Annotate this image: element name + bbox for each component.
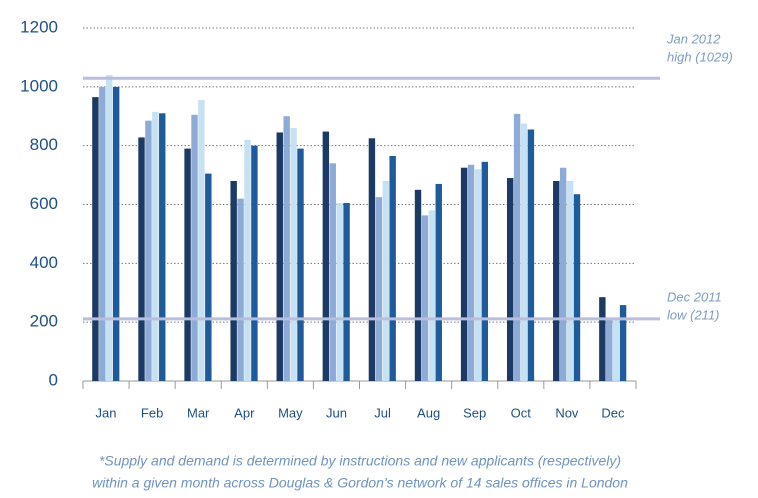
bar <box>112 86 120 381</box>
x-tick-label: Aug <box>417 405 440 420</box>
bar <box>198 100 205 381</box>
bar <box>606 318 613 381</box>
bar <box>553 180 560 381</box>
x-tick-label: Dec <box>601 405 625 420</box>
bar <box>467 164 475 381</box>
x-tick-label: Mar <box>187 405 210 420</box>
bar <box>573 194 581 381</box>
footnote: within a given month across Douglas & Go… <box>92 475 628 491</box>
bar <box>612 318 620 381</box>
bar <box>92 97 99 382</box>
y-tick-label: 400 <box>30 253 58 272</box>
bar <box>513 113 521 381</box>
bar <box>251 145 258 381</box>
bar <box>237 198 244 381</box>
bar <box>244 139 251 381</box>
reference-label: high (1029) <box>667 50 733 65</box>
bar <box>99 86 106 381</box>
y-tick-label: 0 <box>49 370 58 389</box>
bar <box>205 173 212 381</box>
bar <box>435 183 442 381</box>
bar <box>389 155 396 381</box>
y-tick-label: 1000 <box>20 76 58 95</box>
bar <box>283 116 290 381</box>
x-tick-label: Sep <box>463 405 486 420</box>
bar <box>276 132 283 381</box>
bar <box>481 161 489 381</box>
x-tick-label: Nov <box>555 405 579 420</box>
y-tick-label: 600 <box>30 194 58 213</box>
bar <box>297 148 304 381</box>
bar <box>506 178 514 381</box>
bar <box>230 180 237 381</box>
footnote: *Supply and demand is determined by inst… <box>99 453 621 469</box>
bar <box>138 137 145 381</box>
reference-label: Jan 2012 <box>666 32 721 47</box>
bar <box>520 123 528 382</box>
bar <box>343 203 350 381</box>
bar <box>159 113 166 381</box>
x-tick-label: Feb <box>141 405 163 420</box>
bar <box>421 215 429 381</box>
bar <box>599 297 606 381</box>
reference-label: low (211) <box>667 307 720 322</box>
bar <box>106 75 113 382</box>
y-tick-label: 1200 <box>20 17 58 36</box>
bar <box>191 114 198 381</box>
y-tick-label: 200 <box>30 312 58 331</box>
x-tick-label: Jan <box>96 405 117 420</box>
bar <box>619 305 627 381</box>
bar <box>527 129 535 381</box>
x-tick-label: Apr <box>234 405 255 420</box>
reference-label: Dec 2011 <box>667 289 722 304</box>
bar <box>145 120 152 381</box>
bar <box>566 180 574 381</box>
y-tick-label: 800 <box>30 135 58 154</box>
x-tick-label: May <box>278 405 303 420</box>
x-tick-label: Jul <box>374 405 391 420</box>
bar <box>368 138 376 381</box>
bar <box>322 131 330 381</box>
bar <box>382 180 389 381</box>
bar <box>414 189 422 381</box>
bar <box>290 128 297 381</box>
bar <box>336 203 343 381</box>
bar <box>184 148 191 381</box>
bar <box>460 167 468 381</box>
x-tick-label: Jun <box>326 405 347 420</box>
bar <box>329 163 336 381</box>
bar <box>559 167 567 381</box>
bar <box>152 111 159 382</box>
x-tick-label: Oct <box>511 405 532 420</box>
bar <box>375 197 383 381</box>
bar <box>428 210 436 381</box>
bar <box>474 169 482 381</box>
